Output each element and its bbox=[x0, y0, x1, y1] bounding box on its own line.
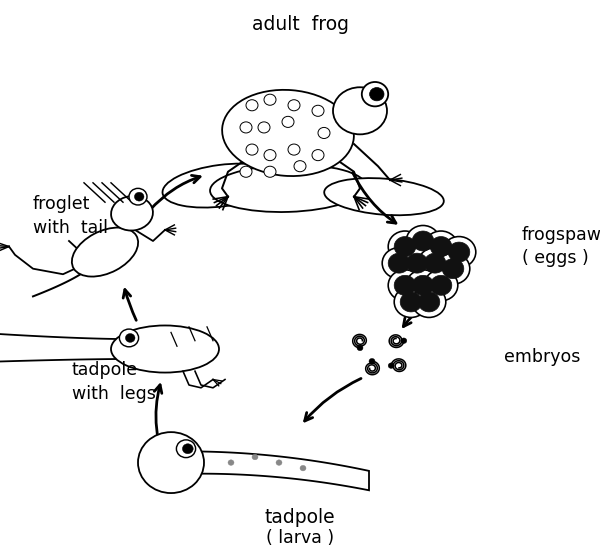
Circle shape bbox=[436, 253, 470, 284]
Circle shape bbox=[394, 237, 416, 257]
Circle shape bbox=[418, 248, 452, 279]
Circle shape bbox=[357, 345, 363, 351]
Circle shape bbox=[125, 334, 135, 342]
Text: tadpole: tadpole bbox=[265, 509, 335, 527]
Circle shape bbox=[401, 338, 407, 343]
Circle shape bbox=[388, 363, 394, 368]
Circle shape bbox=[442, 259, 464, 279]
Circle shape bbox=[400, 292, 422, 312]
Circle shape bbox=[412, 286, 446, 317]
Circle shape bbox=[228, 460, 234, 465]
Circle shape bbox=[418, 292, 440, 312]
Circle shape bbox=[424, 270, 458, 301]
Circle shape bbox=[388, 231, 422, 262]
Text: adult  frog: adult frog bbox=[251, 16, 349, 34]
Circle shape bbox=[246, 144, 258, 155]
Circle shape bbox=[288, 144, 300, 155]
Circle shape bbox=[394, 275, 416, 295]
Polygon shape bbox=[0, 334, 123, 362]
Ellipse shape bbox=[72, 228, 138, 276]
Circle shape bbox=[369, 358, 375, 364]
Circle shape bbox=[412, 231, 434, 251]
Circle shape bbox=[430, 237, 452, 257]
Circle shape bbox=[134, 192, 144, 201]
Circle shape bbox=[388, 270, 422, 301]
Circle shape bbox=[129, 188, 147, 205]
Circle shape bbox=[412, 275, 434, 295]
Circle shape bbox=[312, 150, 324, 161]
Circle shape bbox=[264, 150, 276, 161]
Circle shape bbox=[264, 94, 276, 105]
Circle shape bbox=[288, 100, 300, 111]
Ellipse shape bbox=[163, 163, 281, 208]
Circle shape bbox=[176, 440, 196, 458]
Ellipse shape bbox=[222, 90, 354, 176]
Circle shape bbox=[430, 275, 452, 295]
Text: embryos: embryos bbox=[504, 348, 580, 366]
Polygon shape bbox=[201, 452, 369, 490]
Circle shape bbox=[424, 231, 458, 262]
Circle shape bbox=[318, 127, 330, 138]
Circle shape bbox=[406, 253, 428, 273]
Circle shape bbox=[252, 454, 258, 460]
Ellipse shape bbox=[333, 87, 387, 134]
Ellipse shape bbox=[324, 178, 444, 216]
Circle shape bbox=[264, 166, 276, 177]
Circle shape bbox=[240, 122, 252, 133]
Circle shape bbox=[362, 82, 388, 106]
Ellipse shape bbox=[111, 326, 219, 372]
Ellipse shape bbox=[111, 196, 153, 230]
Circle shape bbox=[406, 225, 440, 257]
Circle shape bbox=[246, 100, 258, 111]
Circle shape bbox=[388, 253, 410, 273]
Circle shape bbox=[442, 237, 476, 268]
Circle shape bbox=[138, 432, 204, 493]
Text: ( eggs ): ( eggs ) bbox=[522, 249, 589, 266]
Circle shape bbox=[282, 116, 294, 127]
Circle shape bbox=[300, 465, 306, 471]
Circle shape bbox=[448, 242, 470, 262]
Circle shape bbox=[370, 88, 384, 101]
Circle shape bbox=[258, 122, 270, 133]
Circle shape bbox=[406, 270, 440, 301]
Circle shape bbox=[276, 460, 282, 465]
Circle shape bbox=[312, 105, 324, 116]
Circle shape bbox=[394, 286, 428, 317]
Text: froglet
with  tail: froglet with tail bbox=[33, 195, 108, 237]
Ellipse shape bbox=[210, 165, 366, 212]
Text: frogspawn: frogspawn bbox=[522, 227, 600, 244]
Text: tadpole
with  legs: tadpole with legs bbox=[72, 361, 156, 403]
Text: ( larva ): ( larva ) bbox=[266, 530, 334, 547]
Circle shape bbox=[294, 161, 306, 172]
Circle shape bbox=[240, 166, 252, 177]
Circle shape bbox=[182, 444, 193, 454]
Circle shape bbox=[382, 248, 416, 279]
Circle shape bbox=[119, 329, 139, 347]
Circle shape bbox=[424, 253, 446, 273]
Circle shape bbox=[400, 248, 434, 279]
